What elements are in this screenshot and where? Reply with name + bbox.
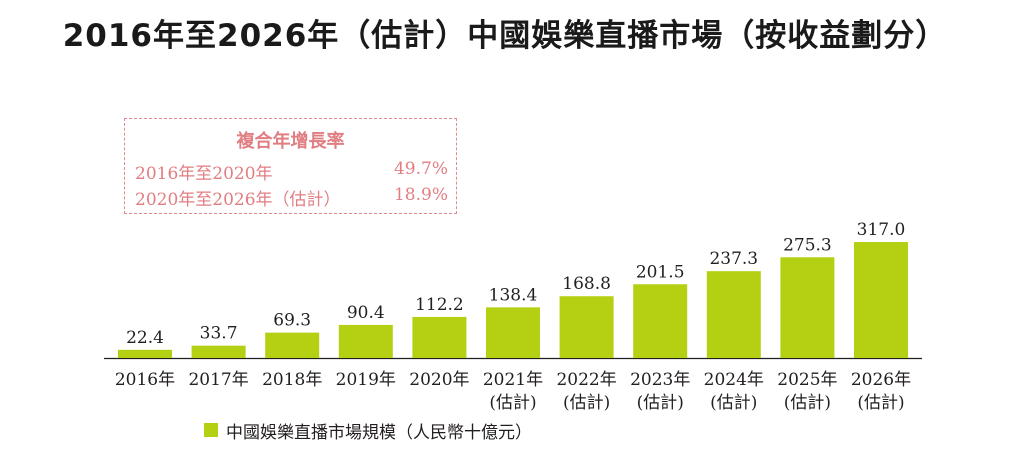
bar [412, 316, 467, 358]
x-tick-label: 2020年 [409, 370, 469, 390]
value-label: 317.0 [857, 220, 906, 240]
cagr-row: 2016年至2020年 49.7% [135, 159, 448, 185]
cagr-rate: 18.9% [393, 185, 448, 205]
cagr-period: 2016年至2020年 [135, 164, 273, 184]
x-tick-label: 2021年 [483, 370, 543, 390]
bar [706, 271, 761, 358]
chart-title: 2016年至2026年（估計）中國娛樂直播市場（按收益劃分） [62, 18, 948, 54]
legend-swatch [204, 423, 218, 437]
value-label: 69.3 [273, 311, 311, 331]
cagr-row: 2020年至2026年（估計） 18.9% [135, 185, 448, 211]
x-tick-label: 2019年 [336, 370, 396, 390]
value-label: 112.2 [415, 295, 464, 315]
value-label: 138.4 [489, 285, 538, 305]
bar [118, 349, 172, 358]
bar [265, 332, 320, 358]
x-tick-sublabel: (估計) [563, 393, 610, 413]
bar [854, 242, 908, 358]
legend-label: 中國娛樂直播市場規模（人民幣十億元） [226, 423, 532, 443]
value-label: 237.3 [709, 249, 758, 269]
x-tick-sublabel: (估計) [489, 393, 536, 413]
x-tick-label: 2022年 [556, 370, 616, 390]
x-tick-label: 2024年 [704, 370, 764, 390]
value-label: 201.5 [636, 262, 685, 282]
value-label: 275.3 [783, 235, 832, 255]
x-tick-sublabel: (估計) [710, 393, 757, 413]
x-tick-label: 2017年 [188, 370, 248, 390]
x-tick-sublabel: (估計) [857, 393, 904, 413]
x-tick-label: 2026年 [851, 370, 911, 390]
cagr-box: 複合年增長率 2016年至2020年 49.7% 2020年至2026年（估計）… [124, 118, 457, 214]
cagr-rate: 49.7% [393, 159, 448, 179]
bar [191, 345, 246, 358]
x-tick-label: 2016年 [115, 370, 175, 390]
x-tick-sublabel: (估計) [637, 393, 684, 413]
x-tick-label: 2018年 [262, 370, 322, 390]
bar [486, 307, 540, 358]
x-tick-label: 2025年 [777, 370, 837, 390]
value-label: 33.7 [200, 324, 238, 344]
value-label: 168.8 [562, 274, 611, 294]
bar [559, 296, 614, 358]
bar [633, 284, 688, 358]
bar [780, 257, 835, 358]
bar [338, 324, 393, 358]
cagr-period: 2020年至2026年（估計） [135, 190, 341, 210]
cagr-heading: 複合年增長率 [236, 131, 345, 152]
value-label: 90.4 [347, 303, 385, 323]
value-label: 22.4 [126, 328, 164, 348]
x-tick-label: 2023年 [630, 370, 690, 390]
x-tick-sublabel: (估計) [784, 393, 831, 413]
